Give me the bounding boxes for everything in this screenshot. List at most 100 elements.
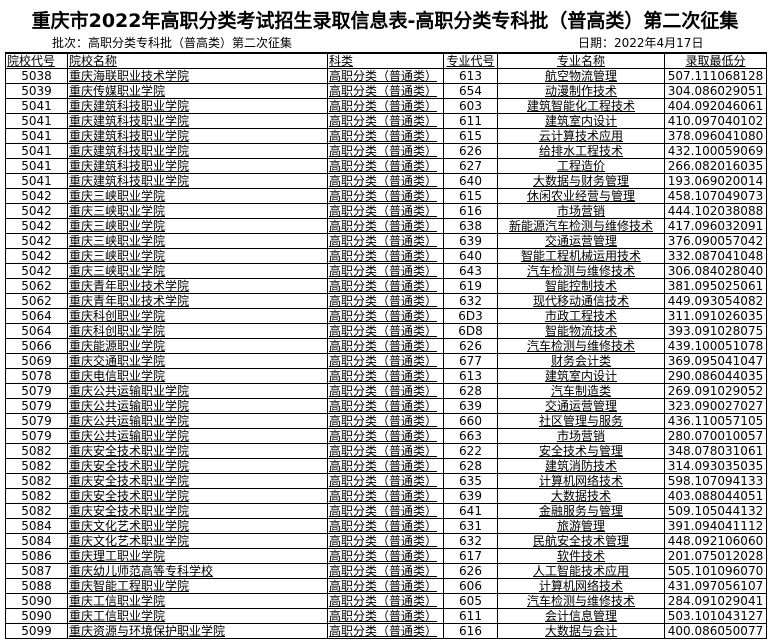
cell-major-name: 旅游管理 bbox=[497, 518, 665, 534]
table-row: 5041 重庆建筑科技职业学院 高职分类（普通类） 611 建筑室内设计 410.0970… bbox=[5, 113, 767, 129]
cell-school-name: 重庆建筑科技职业学院 bbox=[67, 173, 328, 189]
cell-school-name: 重庆三峡职业学院 bbox=[67, 248, 328, 264]
table-row: 5041 重庆建筑科技职业学院 高职分类（普通类） 627 工程造价 266.082016… bbox=[5, 158, 767, 174]
cell-category: 高职分类（普通类） bbox=[327, 323, 444, 339]
cell-school-name: 重庆青年职业技术学院 bbox=[67, 278, 328, 294]
cell-school-code: 5042 bbox=[5, 263, 68, 279]
cell-school-code: 5082 bbox=[5, 503, 68, 519]
cell-category: 高职分类（普通类） bbox=[327, 233, 444, 249]
cell-min-score: 444.102038088 bbox=[664, 203, 767, 219]
cell-school-name: 重庆电信职业学院 bbox=[67, 368, 328, 384]
cell-major-code: 627 bbox=[443, 158, 498, 174]
cell-major-name: 现代移动通信技术 bbox=[497, 293, 665, 309]
cell-major-name: 市政工程技术 bbox=[497, 308, 665, 324]
cell-school-name: 重庆科创职业学院 bbox=[67, 308, 328, 324]
cell-category: 高职分类（普通类） bbox=[327, 248, 444, 264]
cell-major-name: 软件技术 bbox=[497, 548, 665, 564]
cell-category: 高职分类（普通类） bbox=[327, 443, 444, 459]
cell-school-name: 重庆公共运输职业学院 bbox=[67, 383, 328, 399]
cell-major-code: 631 bbox=[443, 518, 498, 534]
cell-major-name: 建筑室内设计 bbox=[497, 113, 665, 129]
table-row: 5042 重庆三峡职业学院 高职分类（普通类） 616 市场营销 444.10203808… bbox=[5, 203, 767, 219]
cell-major-code: 641 bbox=[443, 503, 498, 519]
cell-major-code: 617 bbox=[443, 548, 498, 564]
cell-school-code: 5042 bbox=[5, 248, 68, 264]
cell-major-name: 交通运营管理 bbox=[497, 398, 665, 414]
cell-school-code: 5086 bbox=[5, 548, 68, 564]
cell-major-code: 619 bbox=[443, 278, 498, 294]
cell-min-score: 290.086044035 bbox=[664, 368, 767, 384]
cell-category: 高职分类（普通类） bbox=[327, 293, 444, 309]
table-row: 5079 重庆公共运输职业学院 高职分类（普通类） 663 市场营销 280.070010… bbox=[5, 428, 767, 444]
cell-school-name: 重庆科创职业学院 bbox=[67, 323, 328, 339]
cell-min-score: 201.075012028 bbox=[664, 548, 767, 564]
table-row: 5042 重庆三峡职业学院 高职分类（普通类） 640 智能工程机械运用技术 332.08… bbox=[5, 248, 767, 264]
cell-school-code: 5041 bbox=[5, 173, 68, 189]
cell-min-score: 439.100051078 bbox=[664, 338, 767, 354]
cell-major-code: 6D8 bbox=[443, 323, 498, 339]
cell-school-code: 5041 bbox=[5, 113, 68, 129]
cell-major-code: 643 bbox=[443, 263, 498, 279]
table-row: 5066 重庆能源职业学院 高职分类（普通类） 626 汽车检测与维修技术 439.100… bbox=[5, 338, 767, 354]
table-row: 5038 重庆海联职业技术学院 高职分类（普通类） 613 航空物流管理 507.1110… bbox=[5, 68, 767, 84]
cell-major-code: 616 bbox=[443, 623, 498, 639]
cell-school-code: 5062 bbox=[5, 293, 68, 309]
cell-major-name: 计算机网络技术 bbox=[497, 578, 665, 594]
cell-school-name: 重庆安全技术职业学院 bbox=[67, 443, 328, 459]
cell-min-score: 284.091029041 bbox=[664, 593, 767, 609]
cell-major-name: 智能物流技术 bbox=[497, 323, 665, 339]
cell-school-code: 5099 bbox=[5, 623, 68, 639]
cell-major-name: 会计信息管理 bbox=[497, 608, 665, 624]
cell-school-code: 5090 bbox=[5, 593, 68, 609]
table-row: 5088 重庆智能工程职业学院 高职分类（普通类） 606 计算机网络技术 431.097… bbox=[5, 578, 767, 594]
cell-school-code: 5079 bbox=[5, 428, 68, 444]
cell-school-code: 5042 bbox=[5, 218, 68, 234]
cell-category: 高职分类（普通类） bbox=[327, 308, 444, 324]
cell-major-code: 654 bbox=[443, 83, 498, 99]
cell-school-code: 5041 bbox=[5, 158, 68, 174]
cell-school-code: 5082 bbox=[5, 443, 68, 459]
cell-school-code: 5042 bbox=[5, 233, 68, 249]
cell-major-name: 休闲农业经营与管理 bbox=[497, 188, 665, 204]
header-school-name: 院校名称 bbox=[67, 52, 328, 69]
cell-school-name: 重庆安全技术职业学院 bbox=[67, 458, 328, 474]
cell-school-name: 重庆三峡职业学院 bbox=[67, 218, 328, 234]
table-row: 5042 重庆三峡职业学院 高职分类（普通类） 638 新能源汽车检测与维修技术 417.… bbox=[5, 218, 767, 234]
table-row: 5042 重庆三峡职业学院 高职分类（普通类） 639 交通运营管理 376.090057… bbox=[5, 233, 767, 249]
page-title: 重庆市2022年高职分类考试招生录取信息表-高职分类专科批（普高类）第二次征集 bbox=[31, 10, 739, 32]
cell-major-code: 640 bbox=[443, 248, 498, 264]
cell-category: 高职分类（普通类） bbox=[327, 428, 444, 444]
header-major-name: 专业名称 bbox=[497, 52, 665, 69]
table-row: 5064 重庆科创职业学院 高职分类（普通类） 6D8 智能物流技术 393.091028… bbox=[5, 323, 767, 339]
cell-school-name: 重庆三峡职业学院 bbox=[67, 263, 328, 279]
cell-major-code: 639 bbox=[443, 233, 498, 249]
cell-major-name: 民航安全技术管理 bbox=[497, 533, 665, 549]
table-row: 5082 重庆安全技术职业学院 高职分类（普通类） 639 大数据技术 403.08804… bbox=[5, 488, 767, 504]
cell-min-score: 304.086029051 bbox=[664, 83, 767, 99]
table-row: 5042 重庆三峡职业学院 高职分类（普通类） 643 汽车检测与维修技术 306.084… bbox=[5, 263, 767, 279]
cell-min-score: 378.096041080 bbox=[664, 128, 767, 144]
cell-school-code: 5078 bbox=[5, 368, 68, 384]
cell-min-score: 400.086050077 bbox=[664, 623, 767, 639]
cell-major-name: 大数据与财务管理 bbox=[497, 173, 665, 189]
cell-school-code: 5084 bbox=[5, 533, 68, 549]
cell-min-score: 449.093054082 bbox=[664, 293, 767, 309]
cell-major-code: 639 bbox=[443, 398, 498, 414]
cell-min-score: 369.095041047 bbox=[664, 353, 767, 369]
cell-major-code: 628 bbox=[443, 383, 498, 399]
table-row: 5079 重庆公共运输职业学院 高职分类（普通类） 660 社区管理与服务 436.110… bbox=[5, 413, 767, 429]
cell-major-code: 615 bbox=[443, 188, 498, 204]
table-row: 5039 重庆传媒职业学院 高职分类（普通类） 654 动漫制作技术 304.086029… bbox=[5, 83, 767, 99]
batch-label: 批次：高职分类专科批（普高类）第二次征集 bbox=[52, 36, 293, 50]
cell-school-code: 5079 bbox=[5, 413, 68, 429]
cell-min-score: 417.096032091 bbox=[664, 218, 767, 234]
cell-major-name: 汽车检测与维修技术 bbox=[497, 593, 665, 609]
cell-min-score: 432.100059069 bbox=[664, 143, 767, 159]
header-category: 科类 bbox=[327, 52, 444, 69]
cell-major-code: 663 bbox=[443, 428, 498, 444]
cell-major-code: 616 bbox=[443, 203, 498, 219]
cell-major-name: 航空物流管理 bbox=[497, 68, 665, 84]
cell-school-name: 重庆公共运输职业学院 bbox=[67, 398, 328, 414]
cell-category: 高职分类（普通类） bbox=[327, 548, 444, 564]
cell-category: 高职分类（普通类） bbox=[327, 488, 444, 504]
